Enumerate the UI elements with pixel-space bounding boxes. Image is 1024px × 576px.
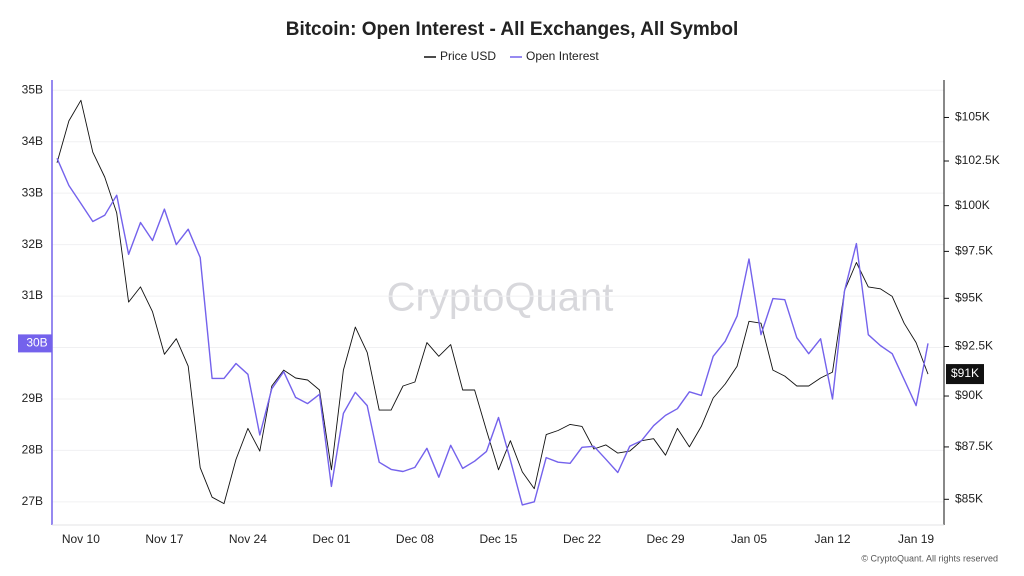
x-tick-label: Jan 19: [898, 532, 934, 546]
y2-tick-label: $87.5K: [955, 439, 993, 453]
watermark: CryptoQuant: [387, 276, 614, 320]
y-tick-label: 34B: [22, 134, 43, 148]
x-tick-label: Dec 08: [396, 532, 434, 546]
x-tick-label: Nov 10: [62, 532, 100, 546]
series-line: [56, 99, 929, 505]
y2-tick-label: $100K: [955, 198, 990, 212]
y2-tick-label: $102.5K: [955, 153, 1000, 167]
y2-tick-label: $90K: [955, 388, 983, 402]
y2-tick-label: $85K: [955, 491, 983, 505]
y-tick-label: 29B: [22, 391, 43, 405]
x-tick-label: Dec 22: [563, 532, 601, 546]
series-line: [56, 157, 929, 506]
x-tick-label: Nov 24: [229, 532, 267, 546]
y-tick-label: 31B: [22, 288, 43, 302]
y-tick-label: 32B: [22, 237, 43, 251]
y-tick-label: 33B: [22, 185, 43, 199]
y2-tick-label: $97.5K: [955, 244, 993, 258]
y-badge: [18, 334, 52, 353]
footer: © CryptoQuant. All rights reserved: [861, 553, 998, 563]
x-tick-label: Dec 01: [312, 532, 350, 546]
chart-title: Bitcoin: Open Interest - All Exchanges, …: [286, 19, 739, 40]
y2-tick-label: $95K: [955, 290, 983, 304]
x-tick-label: Nov 17: [145, 532, 183, 546]
y2-tick-label: $92.5K: [955, 339, 993, 353]
y-tick-label: 28B: [22, 443, 43, 457]
legend-label: Price USD: [440, 49, 496, 63]
legend-label: Open Interest: [526, 49, 599, 63]
y2-badge: [946, 364, 984, 385]
y-tick-label: 35B: [22, 82, 43, 96]
x-tick-label: Jan 12: [815, 532, 851, 546]
x-tick-label: Jan 05: [731, 532, 767, 546]
y-tick-label: 27B: [22, 494, 43, 508]
y2-tick-label: $105K: [955, 110, 990, 124]
x-tick-label: Dec 29: [646, 532, 684, 546]
x-tick-label: Dec 15: [479, 532, 517, 546]
y2-badge-label: $91K: [951, 366, 979, 380]
y-badge-label: 30B: [26, 336, 47, 350]
